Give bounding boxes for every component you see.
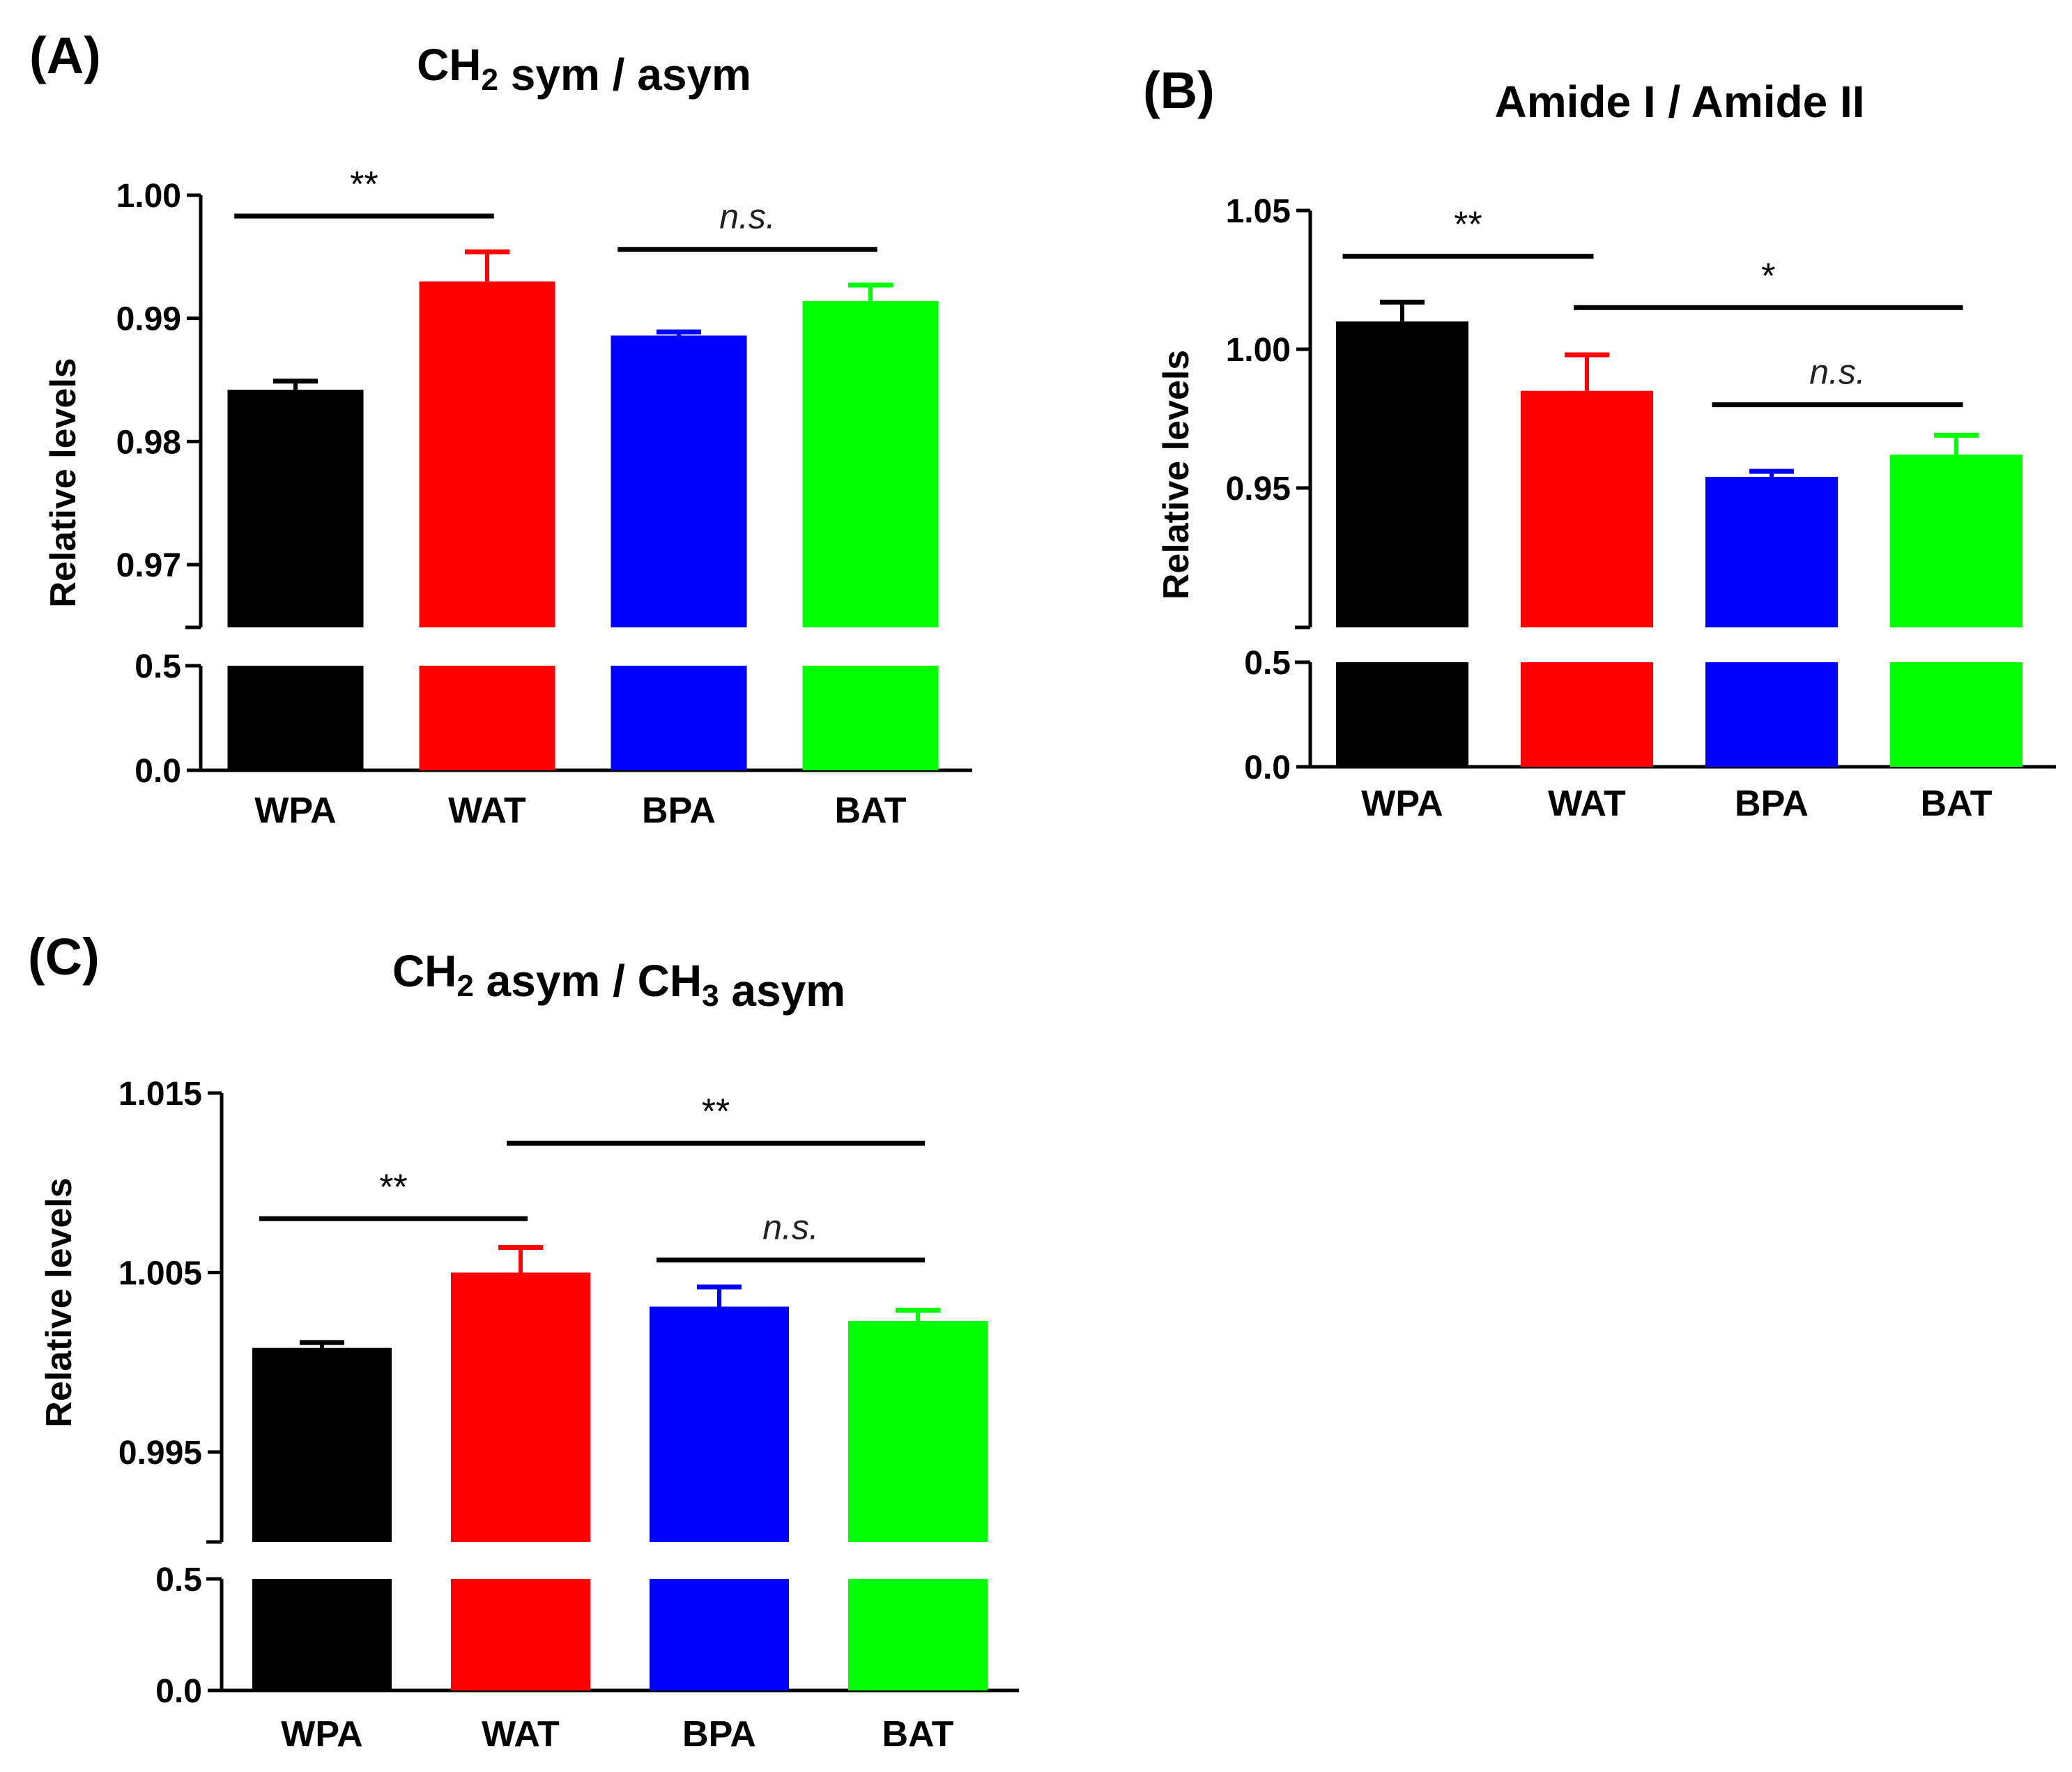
significance-label: n.s. xyxy=(762,1207,819,1246)
bar-bpa xyxy=(650,1306,789,1542)
chart-title: CH2 sym / asym xyxy=(417,40,751,100)
y-tick-label: 0.995 xyxy=(118,1435,202,1472)
bar-lower-wat xyxy=(451,1579,590,1690)
panel-label: (B) xyxy=(1143,61,1215,119)
significance-label: ** xyxy=(1454,205,1482,245)
bar-lower-wat xyxy=(1521,662,1653,767)
y-tick-label: 0.5 xyxy=(155,1561,202,1598)
significance-label: ** xyxy=(350,165,378,205)
y-tick-label: 0.0 xyxy=(155,1673,202,1710)
y-axis-label: Relative levels xyxy=(1156,350,1197,599)
significance-label: ** xyxy=(702,1092,730,1132)
chart-title: Amide I / Amide II xyxy=(1494,77,1864,127)
x-tick-label: WPA xyxy=(254,790,336,831)
bar-lower-bat xyxy=(802,666,939,770)
significance-label: n.s. xyxy=(1809,353,1866,392)
bar-lower-wpa xyxy=(252,1579,392,1690)
chart-panel-2: (B) Amide I / Amide II Relative levels 0.95… xyxy=(1143,61,2056,824)
significance-label: n.s. xyxy=(719,197,776,236)
panel-label: (A) xyxy=(29,26,101,84)
bar-wat xyxy=(1521,390,1653,627)
bar-lower-wat xyxy=(419,666,555,770)
bar-lower-bat xyxy=(1890,662,2023,767)
bar-bpa xyxy=(611,335,747,627)
x-tick-label: BPA xyxy=(1735,784,1809,824)
bar-lower-bpa xyxy=(611,666,747,770)
y-tick-label: 1.00 xyxy=(1226,332,1291,369)
y-tick-label: 0.0 xyxy=(1244,749,1291,786)
y-axis-label: Relative levels xyxy=(39,1177,79,1427)
x-tick-label: BAT xyxy=(1920,784,1992,824)
bar-bat xyxy=(802,300,939,627)
x-tick-label: WAT xyxy=(1548,784,1626,824)
x-tick-label: WAT xyxy=(448,790,526,831)
bar-wpa xyxy=(252,1347,392,1542)
y-tick-label: 0.95 xyxy=(1226,471,1291,507)
significance-label: ** xyxy=(379,1167,407,1207)
significance-label: * xyxy=(1761,256,1775,296)
chart-panel-1: (A) CH2 sym / asym Relative levels 0.97 0.98… xyxy=(29,26,972,831)
y-tick-label: 1.05 xyxy=(1226,193,1291,230)
y-tick-label: 0.0 xyxy=(135,753,181,790)
panel-label: (C) xyxy=(28,928,100,986)
chart-title: CH2 asym / CH3 asym xyxy=(392,946,845,1016)
bar-bpa xyxy=(1705,477,1838,627)
x-tick-label: BAT xyxy=(834,790,906,831)
bar-wat xyxy=(419,281,555,627)
bar-lower-bpa xyxy=(650,1579,789,1690)
chart-panel-3: (C) CH2 asym / CH3 asym Relative levels 0.9… xyxy=(28,928,1019,1755)
y-tick-label: 0.98 xyxy=(116,424,181,461)
y-tick-label: 1.00 xyxy=(116,178,181,215)
x-tick-label: BPA xyxy=(682,1714,756,1755)
y-tick-label: 0.97 xyxy=(116,547,181,584)
bar-lower-wpa xyxy=(1336,662,1468,767)
bar-bat xyxy=(1890,455,2023,627)
y-tick-label: 0.5 xyxy=(1244,645,1291,682)
bar-wat xyxy=(451,1272,590,1542)
x-tick-label: BPA xyxy=(642,790,716,831)
bar-lower-bat xyxy=(848,1579,988,1690)
y-axis-label: Relative levels xyxy=(43,358,84,607)
bar-wpa xyxy=(1336,321,1468,627)
y-tick-label: 0.99 xyxy=(116,301,181,338)
y-tick-label: 0.5 xyxy=(135,648,181,685)
bar-bat xyxy=(848,1321,988,1542)
x-tick-label: BAT xyxy=(882,1714,953,1755)
y-tick-label: 1.015 xyxy=(118,1076,202,1113)
x-tick-label: WAT xyxy=(482,1714,560,1755)
bar-lower-wpa xyxy=(227,666,364,770)
x-tick-label: WPA xyxy=(281,1714,362,1755)
x-tick-label: WPA xyxy=(1361,784,1443,824)
bar-wpa xyxy=(227,390,364,627)
bar-lower-bpa xyxy=(1705,662,1838,767)
y-tick-label: 1.005 xyxy=(118,1255,202,1292)
